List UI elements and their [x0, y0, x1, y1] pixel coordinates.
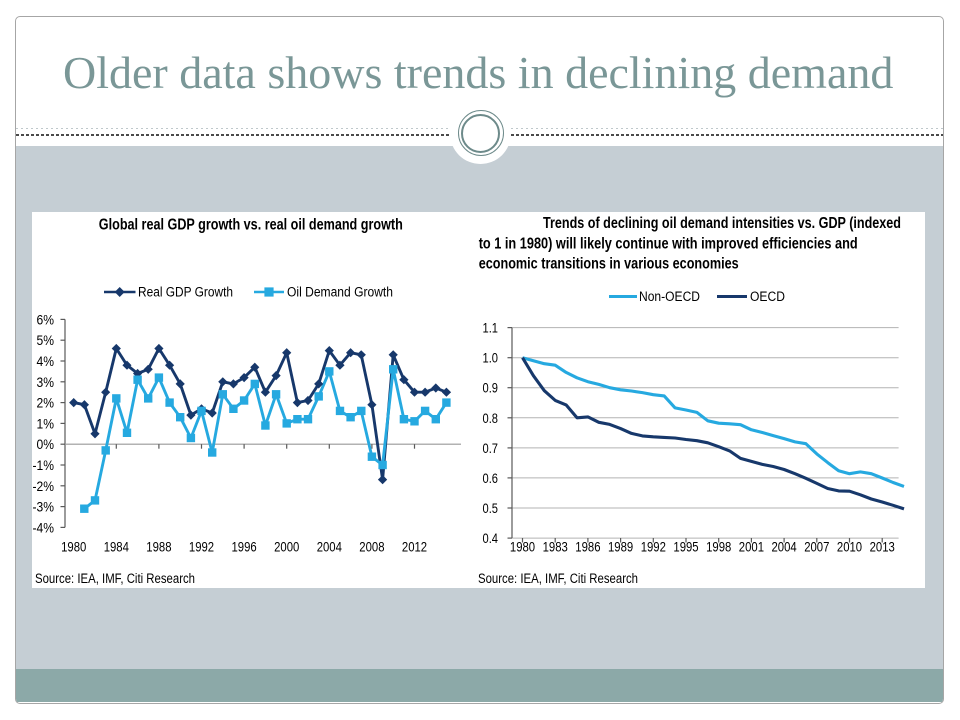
svg-text:Trends of declining oil demand: Trends of declining oil demand intensiti… — [543, 215, 901, 232]
svg-text:1.0: 1.0 — [483, 351, 499, 366]
svg-text:1998: 1998 — [706, 539, 731, 554]
svg-text:2013: 2013 — [870, 539, 895, 554]
svg-text:1995: 1995 — [673, 539, 698, 554]
svg-text:0.7: 0.7 — [483, 441, 499, 456]
svg-text:0.6: 0.6 — [483, 471, 499, 486]
svg-text:2%: 2% — [37, 396, 55, 411]
svg-text:6%: 6% — [37, 312, 55, 327]
svg-text:Global real GDP growth vs. rea: Global real GDP growth vs. real oil dema… — [99, 217, 403, 234]
svg-text:1%: 1% — [37, 416, 55, 431]
svg-text:Oil Demand Growth: Oil Demand Growth — [287, 285, 393, 300]
svg-text:2012: 2012 — [402, 539, 427, 554]
svg-text:1996: 1996 — [232, 539, 257, 554]
svg-text:-3%: -3% — [33, 500, 55, 515]
svg-text:OECD: OECD — [750, 289, 785, 304]
svg-text:-1%: -1% — [33, 458, 55, 473]
svg-text:5%: 5% — [37, 333, 55, 348]
svg-text:1983: 1983 — [543, 539, 568, 554]
svg-text:Source: IEA, IMF, Citi Researc: Source: IEA, IMF, Citi Research — [478, 571, 638, 586]
svg-text:to 1 in 1980) will likely cont: to 1 in 1980) will likely continue with … — [479, 236, 858, 253]
svg-text:1992: 1992 — [641, 539, 666, 554]
svg-text:1980: 1980 — [510, 539, 535, 554]
svg-text:-2%: -2% — [33, 479, 55, 494]
svg-text:Source: IEA, IMF, Citi Researc: Source: IEA, IMF, Citi Research — [35, 571, 195, 586]
svg-text:2001: 2001 — [739, 539, 764, 554]
svg-text:1986: 1986 — [575, 539, 600, 554]
svg-text:2010: 2010 — [837, 539, 862, 554]
svg-text:2007: 2007 — [804, 539, 829, 554]
svg-text:0.9: 0.9 — [483, 381, 499, 396]
svg-text:1992: 1992 — [189, 539, 214, 554]
svg-text:1.1: 1.1 — [483, 321, 499, 336]
svg-text:4%: 4% — [37, 354, 55, 369]
svg-text:economic transitions in variou: economic transitions in various economie… — [479, 256, 739, 273]
svg-text:1980: 1980 — [61, 539, 86, 554]
svg-text:1984: 1984 — [104, 539, 130, 554]
svg-text:0.8: 0.8 — [483, 411, 499, 426]
svg-text:2004: 2004 — [772, 539, 798, 554]
svg-text:1988: 1988 — [146, 539, 171, 554]
svg-text:2008: 2008 — [359, 539, 384, 554]
svg-text:Real GDP Growth: Real GDP Growth — [138, 285, 233, 300]
svg-text:-4%: -4% — [33, 520, 55, 535]
svg-text:3%: 3% — [37, 375, 55, 390]
svg-text:Non-OECD: Non-OECD — [639, 289, 700, 304]
svg-text:2004: 2004 — [317, 539, 343, 554]
svg-text:0.4: 0.4 — [483, 531, 499, 546]
svg-text:1989: 1989 — [608, 539, 633, 554]
svg-text:2000: 2000 — [274, 539, 299, 554]
svg-text:0%: 0% — [37, 437, 55, 452]
svg-text:0.5: 0.5 — [483, 501, 499, 516]
